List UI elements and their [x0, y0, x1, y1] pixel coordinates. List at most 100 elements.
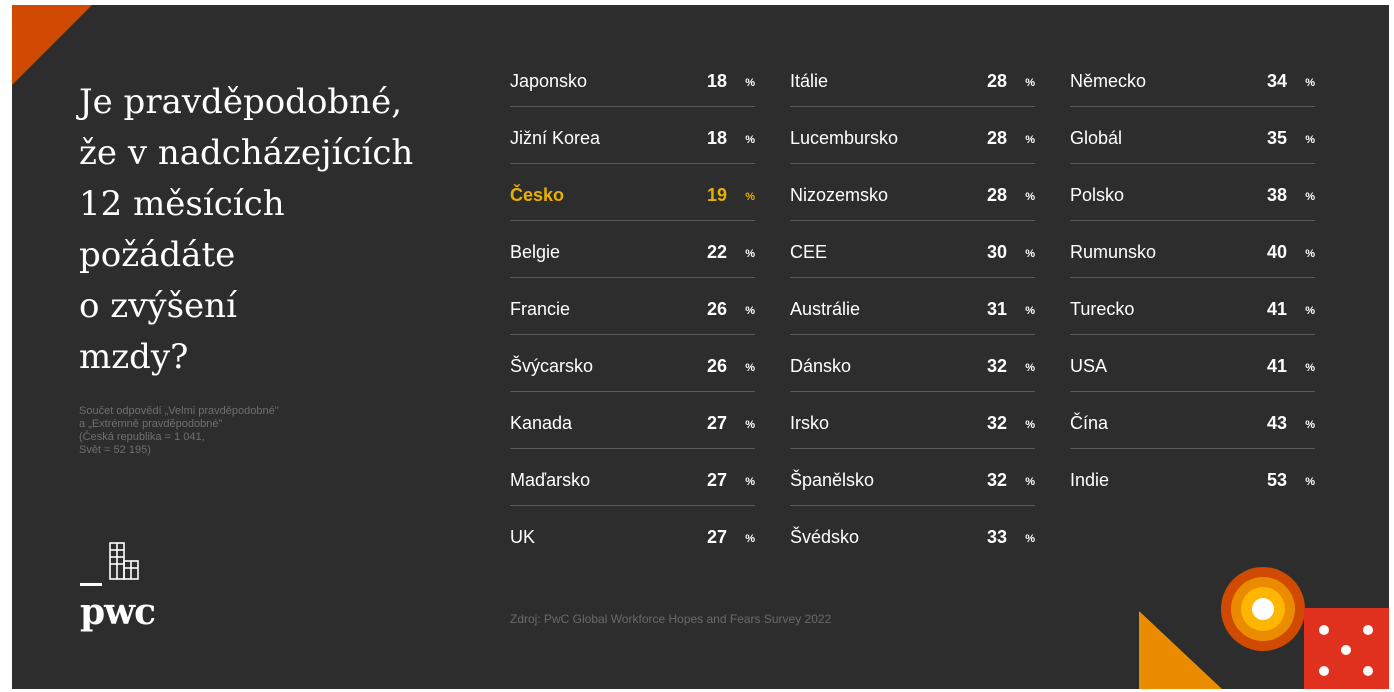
country-name: USA — [1070, 356, 1108, 376]
country-value: 26 — [706, 356, 727, 376]
row-divider — [790, 277, 1035, 278]
country-row: Německo 34% — [1070, 56, 1315, 113]
pwc-logo-mark-icon — [80, 542, 139, 586]
country-value: 32 — [986, 470, 1007, 490]
country-row: UK 27% — [510, 512, 755, 569]
row-divider — [790, 391, 1035, 392]
country-name: Španělsko — [790, 470, 875, 490]
country-value: 40 — [1266, 242, 1287, 262]
country-value: 18 — [706, 128, 727, 148]
country-value: 41 — [1266, 299, 1287, 319]
country-name: Rumunsko — [1070, 242, 1157, 262]
percent-sign: % — [745, 305, 755, 317]
country-row: Francie 26% — [510, 284, 755, 341]
question-heading: Je pravděpodobné, že v nadcházejících 12… — [79, 82, 414, 377]
country-value: 27 — [706, 527, 727, 547]
row-divider — [510, 106, 755, 107]
percent-sign: % — [1305, 362, 1315, 374]
country-name: Itálie — [790, 71, 829, 91]
percent-sign: % — [745, 362, 755, 374]
row-divider — [510, 163, 755, 164]
country-row: Čína 43% — [1070, 398, 1315, 455]
country-name: Německo — [1070, 71, 1147, 91]
country-row: Turecko 41% — [1070, 284, 1315, 341]
country-name: Indie — [1070, 470, 1110, 490]
row-divider — [1070, 448, 1315, 449]
country-row: Švédsko 33% — [790, 512, 1035, 569]
country-row: Itálie 28% — [790, 56, 1035, 113]
country-value: 28 — [986, 185, 1007, 205]
country-value: 32 — [986, 356, 1007, 376]
pwc-wordmark: pwc — [80, 591, 156, 633]
row-divider — [510, 391, 755, 392]
pwc-logo: pwc — [80, 539, 156, 633]
percent-sign: % — [1305, 191, 1315, 203]
percent-sign: % — [745, 419, 755, 431]
country-name: Turecko — [1070, 299, 1135, 319]
country-value: 38 — [1266, 185, 1287, 205]
country-value: 43 — [1266, 413, 1287, 433]
country-value: 19 — [706, 185, 727, 205]
row-divider — [510, 448, 755, 449]
country-value: 27 — [706, 413, 727, 433]
country-row: Rumunsko 40% — [1070, 227, 1315, 284]
country-name: Polsko — [1070, 185, 1125, 205]
country-value: 32 — [986, 413, 1007, 433]
country-name: Globál — [1070, 128, 1123, 148]
country-name: UK — [510, 527, 536, 547]
country-name: Austrálie — [790, 299, 861, 319]
country-row: Polsko 38% — [1070, 170, 1315, 227]
row-divider — [510, 505, 755, 506]
country-row: Španělsko 32% — [790, 455, 1035, 512]
country-name: Francie — [510, 299, 571, 319]
country-row: Irsko 32% — [790, 398, 1035, 455]
country-value: 33 — [986, 527, 1007, 547]
country-name: Čína — [1070, 413, 1109, 433]
percent-sign: % — [1025, 77, 1035, 89]
country-name: Jižní Korea — [510, 128, 601, 148]
country-name: Belgie — [510, 242, 561, 262]
country-name: Nizozemsko — [790, 185, 889, 205]
country-name: Japonsko — [510, 71, 588, 91]
row-divider — [510, 220, 755, 221]
percent-sign: % — [1025, 476, 1035, 488]
row-divider — [790, 163, 1035, 164]
row-divider — [790, 505, 1035, 506]
country-name: CEE — [790, 242, 828, 262]
country-name: Česko — [510, 185, 565, 205]
country-row: Jižní Korea 18% — [510, 113, 755, 170]
percent-sign: % — [745, 134, 755, 146]
country-row: Česko 19% — [510, 170, 755, 227]
country-row: CEE 30% — [790, 227, 1035, 284]
row-divider — [790, 106, 1035, 107]
target-circle-decoration — [1221, 567, 1305, 651]
row-divider — [1070, 220, 1315, 221]
percent-sign: % — [1305, 305, 1315, 317]
country-value: 27 — [706, 470, 727, 490]
percent-sign: % — [1025, 191, 1035, 203]
percent-sign: % — [745, 191, 755, 203]
country-value: 41 — [1266, 356, 1287, 376]
country-name: Švýcarsko — [510, 356, 594, 376]
country-name: Kanada — [510, 413, 573, 433]
percent-sign: % — [1025, 248, 1035, 260]
country-row: Globál 35% — [1070, 113, 1315, 170]
percent-sign: % — [1305, 134, 1315, 146]
country-row: Japonsko 18% — [510, 56, 755, 113]
row-divider — [1070, 334, 1315, 335]
country-row: USA 41% — [1070, 341, 1315, 398]
country-value: 28 — [986, 128, 1007, 148]
row-divider — [790, 220, 1035, 221]
source-note: Zdroj: PwC Global Workforce Hopes and Fe… — [510, 612, 832, 626]
country-name: Lucembursko — [790, 128, 899, 148]
country-name: Maďarsko — [510, 470, 591, 490]
percent-sign: % — [1025, 419, 1035, 431]
country-value: 35 — [1266, 128, 1287, 148]
row-divider — [790, 448, 1035, 449]
country-name: Dánsko — [790, 356, 852, 376]
country-row: Kanada 27% — [510, 398, 755, 455]
dice-decoration — [1304, 608, 1389, 689]
country-value: 53 — [1266, 470, 1287, 490]
country-value: 18 — [706, 71, 727, 91]
country-value: 34 — [1266, 71, 1287, 91]
